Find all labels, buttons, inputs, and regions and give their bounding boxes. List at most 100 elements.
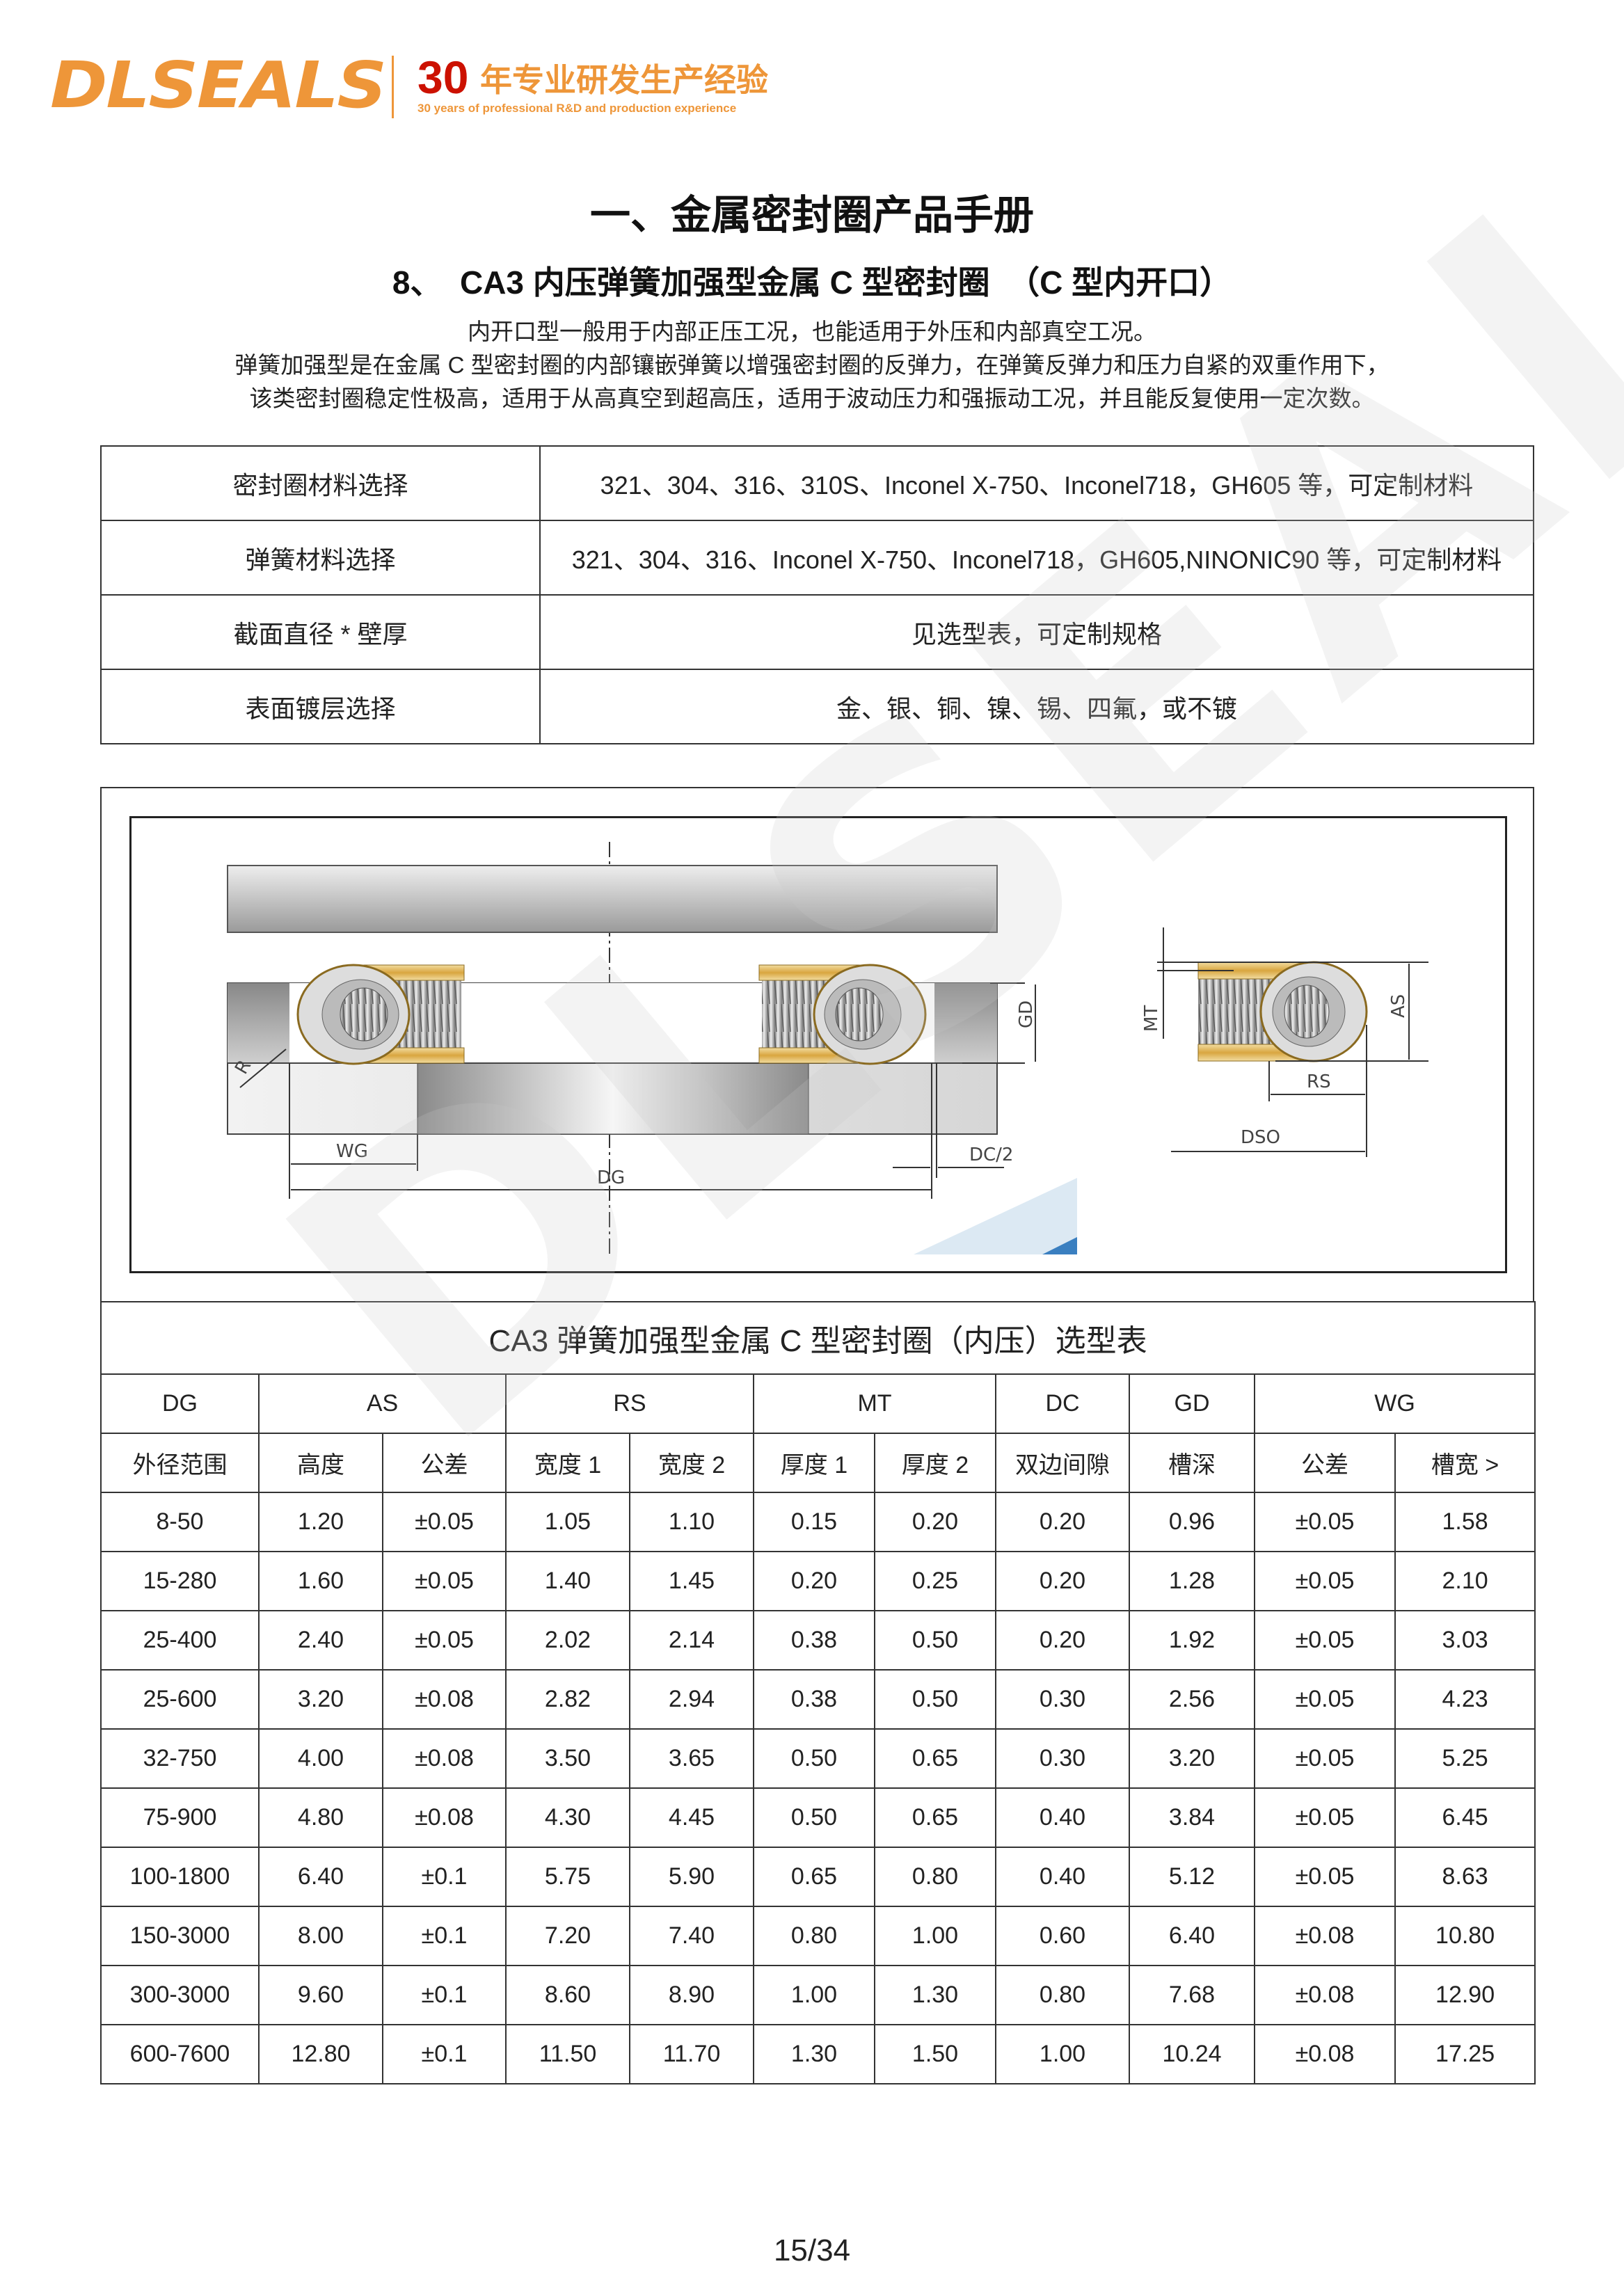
seal-cross-section-right bbox=[758, 964, 927, 1065]
table-cell: 1.30 bbox=[753, 2024, 875, 2084]
table-cell: 2.10 bbox=[1394, 1551, 1536, 1611]
table-cell: 12.90 bbox=[1394, 1965, 1536, 2025]
table-cell: 3.20 bbox=[258, 1669, 383, 1730]
spec-row: 密封圈材料选择 321、304、316、310S、Inconel X-750、In… bbox=[100, 445, 1534, 521]
sub-header: 厚度 1 bbox=[753, 1433, 875, 1493]
table-cell: ±0.1 bbox=[382, 1965, 507, 2025]
table-cell: 17.25 bbox=[1394, 2024, 1536, 2084]
selection-table: CA3 弹簧加强型金属 C 型密封圈（内压）选型表 DG AS RS MT DC… bbox=[99, 1301, 1536, 2084]
table-cell: 3.50 bbox=[505, 1728, 630, 1789]
spec-value: 321、304、316、310S、Inconel X-750、Inconel71… bbox=[539, 445, 1534, 521]
column-header: WG bbox=[1253, 1373, 1536, 1434]
table-cell: ±0.08 bbox=[382, 1787, 507, 1848]
description-line: 该类密封圈稳定性极高，适用于从高真空到超高压，适用于波动压力和强振动工况，并且能… bbox=[249, 385, 1375, 411]
table-cell: 0.65 bbox=[753, 1847, 875, 1907]
table-cell: 1.28 bbox=[1129, 1551, 1255, 1611]
sub-header: 厚度 2 bbox=[874, 1433, 996, 1493]
table-cell: ±0.05 bbox=[1254, 1610, 1396, 1671]
table-cell: ±0.05 bbox=[1254, 1551, 1396, 1611]
table-caption: CA3 弹簧加强型金属 C 型密封圈（内压）选型表 bbox=[99, 1301, 1536, 1375]
table-cell: 0.15 bbox=[753, 1492, 875, 1552]
table-cell: 0.25 bbox=[874, 1551, 996, 1611]
dim-label-wg: WG bbox=[336, 1141, 368, 1162]
table-cell: ±0.05 bbox=[1254, 1847, 1396, 1907]
table-cell: 11.50 bbox=[505, 2024, 630, 2084]
table-cell: 300-3000 bbox=[100, 1965, 260, 2025]
table-cell: 0.30 bbox=[995, 1669, 1130, 1730]
table-cell: 0.65 bbox=[874, 1728, 996, 1789]
table-cell: 7.68 bbox=[1129, 1965, 1255, 2025]
table-cell: 1.50 bbox=[874, 2024, 996, 2084]
dim-label-mt: MT bbox=[1141, 1005, 1162, 1032]
table-cell: 1.30 bbox=[874, 1965, 996, 2025]
spec-row: 截面直径 * 壁厚 见选型表，可定制规格 bbox=[100, 594, 1534, 670]
diagram-frame bbox=[100, 787, 1534, 1302]
table-cell: 1.00 bbox=[874, 1906, 996, 1966]
spec-key: 表面镀层选择 bbox=[100, 669, 541, 744]
table-cell: ±0.08 bbox=[382, 1728, 507, 1789]
table-cell: 0.40 bbox=[995, 1847, 1130, 1907]
table-cell: 25-600 bbox=[100, 1669, 260, 1730]
table-cell: 2.40 bbox=[258, 1610, 383, 1671]
table-cell: ±0.05 bbox=[1254, 1787, 1396, 1848]
table-cell: 10.24 bbox=[1129, 2024, 1255, 2084]
table-cell: 0.80 bbox=[995, 1965, 1130, 2025]
table-cell: 1.05 bbox=[505, 1492, 630, 1552]
table-cell: 0.30 bbox=[995, 1728, 1130, 1789]
table-cell: 8.00 bbox=[258, 1906, 383, 1966]
table-cell: 6.40 bbox=[1129, 1906, 1255, 1966]
table-row: 15-280 1.60 ±0.05 1.40 1.45 0.20 0.25 0.20 1.28 ±… bbox=[100, 1551, 1536, 1611]
spec-row: 表面镀层选择 金、银、铜、镍、锡、四氟，或不镀 bbox=[100, 669, 1534, 744]
table-cell: 0.20 bbox=[995, 1610, 1130, 1671]
table-cell: ±0.05 bbox=[382, 1551, 507, 1611]
table-cell: 1.00 bbox=[753, 1965, 875, 2025]
table-cell: ±0.05 bbox=[1254, 1492, 1396, 1552]
table-cell: 0.40 bbox=[995, 1787, 1130, 1848]
dim-label-dso: DSO bbox=[1241, 1127, 1280, 1148]
table-row: 25-600 3.20 ±0.08 2.82 2.94 0.38 0.50 0.30 2.56 ±… bbox=[100, 1669, 1536, 1730]
table-cell: 0.50 bbox=[753, 1728, 875, 1789]
spec-row: 弹簧材料选择 321、304、316、Inconel X-750、Inconel7… bbox=[100, 520, 1534, 596]
table-cell: 5.90 bbox=[629, 1847, 754, 1907]
table-cell: ±0.05 bbox=[1254, 1669, 1396, 1730]
seal-cross-section-left bbox=[296, 964, 465, 1065]
table-cell: 0.20 bbox=[995, 1492, 1130, 1552]
table-row: 25-400 2.40 ±0.05 2.02 2.14 0.38 0.50 0.20 1.92 ±… bbox=[100, 1610, 1536, 1671]
spec-key: 密封圈材料选择 bbox=[100, 445, 541, 521]
dimension-lines bbox=[239, 927, 1428, 1199]
spec-value: 见选型表，可定制规格 bbox=[539, 594, 1534, 670]
table-cell: 2.56 bbox=[1129, 1669, 1255, 1730]
table-cell: 150-3000 bbox=[100, 1906, 260, 1966]
table-row: 300-3000 9.60 ±0.1 8.60 8.90 1.00 1.30 0.80 7.68… bbox=[100, 1965, 1536, 2025]
table-cell: 4.00 bbox=[258, 1728, 383, 1789]
sub-header: 双边间隙 bbox=[995, 1433, 1130, 1493]
table-cell: 2.14 bbox=[629, 1610, 754, 1671]
table-cell: 0.60 bbox=[995, 1906, 1130, 1966]
table-cell: 10.80 bbox=[1394, 1906, 1536, 1966]
table-cell: 7.40 bbox=[629, 1906, 754, 1966]
table-cell: 4.45 bbox=[629, 1787, 754, 1848]
housing-bore bbox=[417, 1062, 809, 1135]
page-title: 一、金属密封圈产品手册 bbox=[589, 193, 1034, 238]
table-row: 150-3000 8.00 ±0.1 7.20 7.40 0.80 1.00 0.60 6.40… bbox=[100, 1906, 1536, 1966]
table-cell: 2.82 bbox=[505, 1669, 630, 1730]
table-cell: 75-900 bbox=[100, 1787, 260, 1848]
table-cell: 0.96 bbox=[1129, 1492, 1255, 1552]
table-cell: 1.60 bbox=[258, 1551, 383, 1611]
table-cell: 11.70 bbox=[629, 2024, 754, 2084]
table-cell: 600-7600 bbox=[100, 2024, 260, 2084]
table-cell: 8-50 bbox=[100, 1492, 260, 1552]
table-cell: 3.84 bbox=[1129, 1787, 1255, 1848]
table-cell: 6.40 bbox=[258, 1847, 383, 1907]
dim-label-gd: GD bbox=[1016, 1000, 1037, 1028]
years-slogan-cn: 年专业研发生产经验 bbox=[480, 62, 768, 98]
description-line: 弹簧加强型是在金属 C 型密封圈的内部镶嵌弹簧以增强密封圈的反弹力，在弹簧反弹力… bbox=[234, 352, 1390, 378]
sub-header: 槽宽 > bbox=[1394, 1433, 1536, 1493]
table-cell: 0.38 bbox=[753, 1610, 875, 1671]
spec-key: 截面直径 * 壁厚 bbox=[100, 594, 541, 670]
table-cell: ±0.1 bbox=[382, 2024, 507, 2084]
seal-detail-view bbox=[1197, 961, 1368, 1062]
years-slogan-en: 30 years of professional R&D and product… bbox=[417, 102, 737, 115]
table-cell: ±0.08 bbox=[382, 1669, 507, 1730]
table-cell: 0.50 bbox=[753, 1787, 875, 1848]
